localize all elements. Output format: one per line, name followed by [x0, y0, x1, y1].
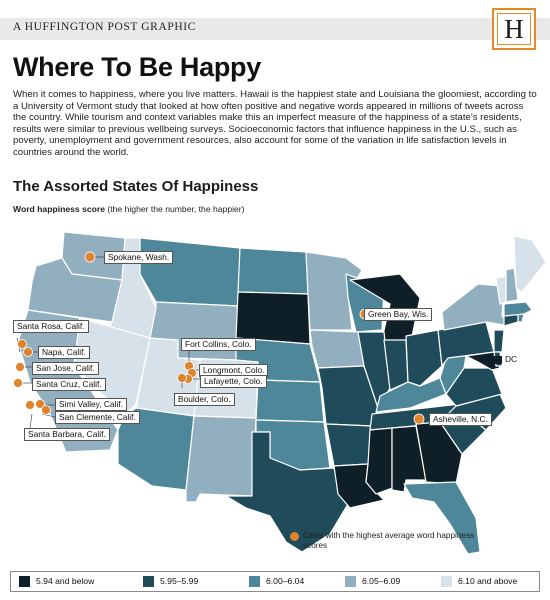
- state-north-dakota[interactable]: [237, 247, 309, 295]
- city-label-simi-valley: Simi Valley, Calif.: [55, 398, 127, 411]
- city-label-santa-rosa: Santa Rosa, Calif.: [13, 320, 89, 333]
- legend-swatch-tier2: [143, 576, 154, 587]
- score-label: Word happiness score (the higher the num…: [13, 204, 245, 214]
- city-label-boulder: Boulder, Colo.: [174, 393, 235, 406]
- state-new-jersey[interactable]: [493, 329, 505, 353]
- legend-swatch-tier5: [441, 576, 452, 587]
- city-label-napa: Napa, Calif.: [38, 346, 90, 359]
- state-mississippi[interactable]: [365, 427, 393, 495]
- state-south-dakota[interactable]: [235, 291, 311, 345]
- marker-santa-barbara[interactable]: [25, 400, 35, 410]
- cities-legend-note: Cities with the highest average word hap…: [303, 531, 475, 550]
- marker-san-clemente[interactable]: [41, 405, 51, 415]
- legend-label-tier1: 5.94 and below: [36, 576, 95, 586]
- legend-label-tier5: 6.10 and above: [458, 576, 518, 586]
- legend-swatch-tier1: [19, 576, 30, 587]
- legend-label-tier4: 6.05–6.09: [362, 576, 401, 586]
- state-ohio[interactable]: [405, 329, 443, 387]
- city-label-san-clemente: San Clemente, Calif.: [55, 411, 140, 424]
- leader-line-santa-barbara: [29, 413, 33, 429]
- state-massachusetts[interactable]: [503, 301, 533, 317]
- page-title: Where To Be Happy: [13, 52, 261, 82]
- map-subtitle: The Assorted States Of Happiness: [13, 178, 259, 195]
- brand-bar: [0, 18, 550, 40]
- city-label-santa-cruz: Santa Cruz, Calif.: [32, 378, 106, 391]
- city-label-san-jose: San Jose, Calif.: [32, 362, 99, 375]
- legend-label-tier2: 5.95–5.99: [160, 576, 199, 586]
- state-texas[interactable]: [225, 431, 349, 553]
- city-label-fort-collins: Fort Collins, Colo.: [181, 338, 256, 351]
- cities-legend-dot: [290, 532, 299, 541]
- state-arkansas[interactable]: [325, 423, 373, 467]
- city-label-asheville: Asheville, N.C.: [429, 413, 492, 426]
- brand-credit: A HUFFINGTON POST GRAPHIC: [13, 21, 196, 33]
- state-montana[interactable]: [139, 237, 241, 307]
- logo-letter: H: [497, 13, 531, 45]
- state-new-mexico[interactable]: [185, 415, 257, 503]
- state-maryland[interactable]: [465, 351, 501, 371]
- legend-swatch-tier4: [345, 576, 356, 587]
- huffpost-logo[interactable]: H: [492, 8, 536, 50]
- dc-marker[interactable]: [494, 356, 502, 364]
- marker-santa-rosa[interactable]: [17, 339, 27, 349]
- marker-spokane[interactable]: [84, 251, 96, 263]
- score-legend: 5.94 and below 5.95–5.99 6.00–6.04 6.05–…: [10, 571, 540, 592]
- marker-boulder[interactable]: [177, 373, 187, 383]
- marker-napa[interactable]: [23, 347, 33, 357]
- marker-santa-cruz[interactable]: [13, 378, 23, 388]
- intro-paragraph: When it comes to happiness, where you li…: [13, 89, 537, 158]
- city-label-santa-barbara: Santa Barbara, Calif.: [24, 428, 110, 441]
- legend-label-tier3: 6.00–6.04: [266, 576, 305, 586]
- state-florida[interactable]: [403, 481, 481, 555]
- legend-swatch-tier3: [249, 576, 260, 587]
- state-minnesota[interactable]: [305, 251, 363, 331]
- marker-san-jose[interactable]: [15, 362, 25, 372]
- city-label-green-bay: Green Bay, Wis.: [364, 308, 433, 321]
- city-label-spokane: Spokane, Wash.: [104, 251, 174, 264]
- city-label-lafayette: Lafayette, Colo.: [200, 375, 267, 388]
- state-rhode-island[interactable]: [517, 313, 525, 323]
- score-label-bold: Word happiness score: [13, 204, 106, 214]
- marker-simi-valley[interactable]: [35, 399, 45, 409]
- state-iowa[interactable]: [309, 329, 365, 369]
- state-maine[interactable]: [513, 235, 547, 293]
- score-label-rest: (the higher the number, the happier): [105, 204, 245, 214]
- marker-asheville[interactable]: [413, 413, 425, 425]
- dc-label: DC: [505, 354, 518, 364]
